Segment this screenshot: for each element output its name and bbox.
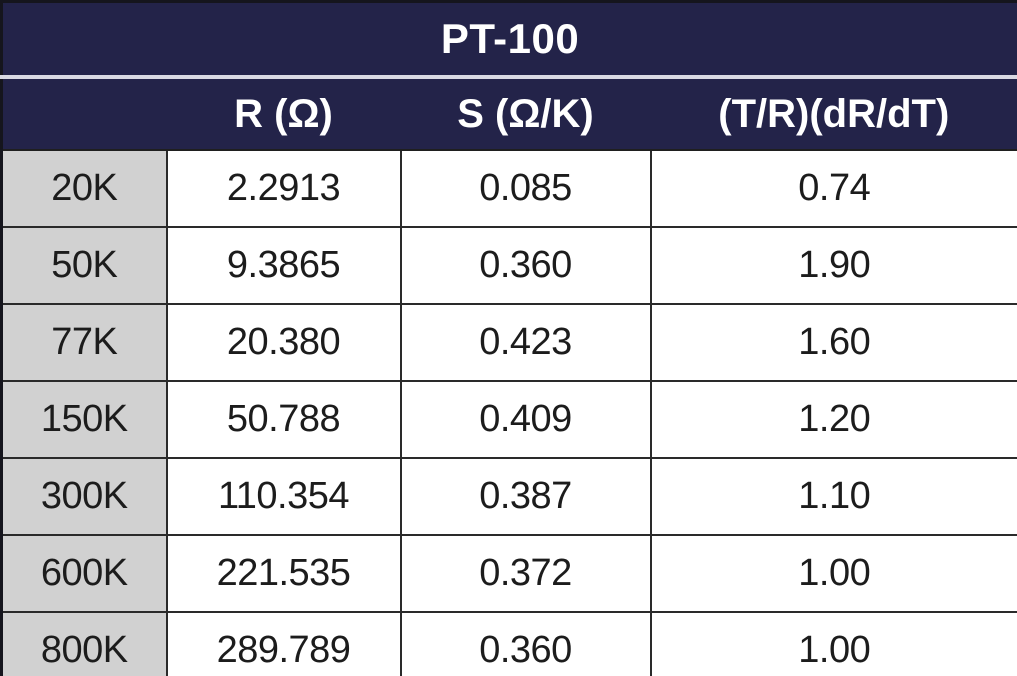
- cell-value: 0.360: [399, 226, 652, 305]
- table-row: 800K 289.789 0.360 1.00: [0, 611, 1017, 676]
- cell-temperature: 600K: [0, 534, 168, 613]
- table-row: 50K 9.3865 0.360 1.90: [0, 226, 1017, 305]
- cell-value: 20.380: [165, 303, 402, 382]
- cell-value: 1.90: [649, 226, 1017, 305]
- cell-value: 0.423: [399, 303, 652, 382]
- cell-temperature: 50K: [0, 226, 168, 305]
- cell-value: 1.20: [649, 380, 1017, 459]
- table-row: 20K 2.2913 0.085 0.74: [0, 149, 1017, 228]
- table-row: 150K 50.788 0.409 1.20: [0, 380, 1017, 459]
- cell-value: 0.360: [399, 611, 652, 676]
- column-header-resistance: R (Ω): [166, 77, 401, 151]
- table-row: 300K 110.354 0.387 1.10: [0, 457, 1017, 536]
- cell-temperature: 77K: [0, 303, 168, 382]
- column-header-row: R (Ω) S (Ω/K) (T/R)(dR/dT): [1, 77, 1017, 151]
- cell-value: 2.2913: [165, 149, 402, 228]
- title-row: PT-100: [1, 1, 1017, 79]
- table-title: PT-100: [1, 1, 1017, 79]
- cell-value: 221.535: [165, 534, 402, 613]
- column-header-temperature: [1, 77, 167, 151]
- cell-value: 0.372: [399, 534, 652, 613]
- cell-value: 0.74: [649, 149, 1017, 228]
- table-row: 600K 221.535 0.372 1.00: [0, 534, 1017, 613]
- cell-value: 110.354: [165, 457, 402, 536]
- cell-value: 0.085: [399, 149, 652, 228]
- cell-value: 50.788: [165, 380, 402, 459]
- cell-temperature: 150K: [0, 380, 168, 459]
- cell-value: 1.00: [649, 611, 1017, 676]
- cell-value: 1.60: [649, 303, 1017, 382]
- cell-temperature: 20K: [0, 149, 168, 228]
- table-body: 20K 2.2913 0.085 0.74 50K 9.3865 0.360 1.90 77K 2…: [0, 149, 1017, 676]
- cell-value: 289.789: [165, 611, 402, 676]
- cell-value: 0.409: [399, 380, 652, 459]
- column-header-dimensionless-sensitivity: (T/R)(dR/dT): [650, 77, 1017, 151]
- cell-value: 0.387: [399, 457, 652, 536]
- cell-value: 1.00: [649, 534, 1017, 613]
- cell-temperature: 800K: [0, 611, 168, 676]
- cell-temperature: 300K: [0, 457, 168, 536]
- cell-value: 9.3865: [165, 226, 402, 305]
- cell-value: 1.10: [649, 457, 1017, 536]
- column-header-sensitivity: S (Ω/K): [400, 77, 651, 151]
- table-row: 77K 20.380 0.423 1.60: [0, 303, 1017, 382]
